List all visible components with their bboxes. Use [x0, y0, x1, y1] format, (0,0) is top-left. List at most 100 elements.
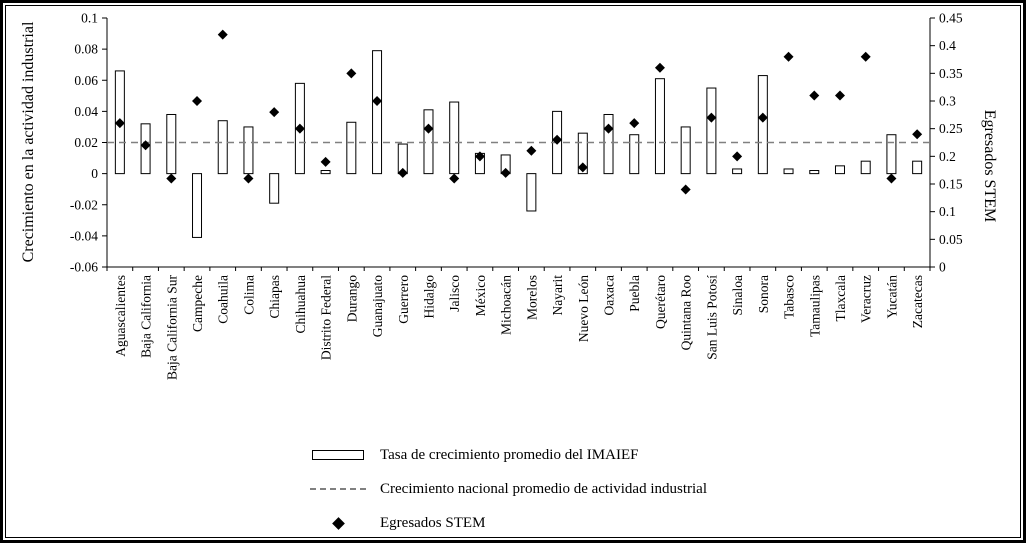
- stem-diamond-marker: [629, 118, 640, 129]
- stem-diamond-marker: [706, 112, 717, 123]
- imaief-bar: [834, 165, 845, 175]
- imaief-bar: [526, 173, 537, 212]
- stem-diamond-marker: [140, 140, 151, 151]
- category-label: Sonora: [756, 275, 771, 313]
- category-label: Querétaro: [653, 275, 668, 329]
- bar-series-swatch: [310, 450, 366, 460]
- imaief-bar: [732, 168, 743, 175]
- stem-diamond-marker: [294, 123, 305, 134]
- stem-diamond-marker: [680, 184, 691, 195]
- stem-diamond-marker: [603, 123, 614, 134]
- category-label: Chihuahua: [293, 275, 308, 334]
- right-tick-label: 0.4: [939, 38, 956, 53]
- imaief-bar: [243, 126, 254, 175]
- legend-label-diamond: Egresados STEM: [380, 514, 486, 531]
- diamond-icon: [331, 516, 345, 530]
- right-tick-label: 0.45: [939, 11, 963, 26]
- stem-diamond-marker: [269, 107, 280, 118]
- category-label: Veracruz: [859, 275, 874, 323]
- category-label: Quintana Roo: [679, 275, 694, 351]
- imaief-bar: [217, 120, 228, 175]
- category-label: Durango: [344, 275, 359, 322]
- left-tick-label: -0.06: [70, 260, 98, 275]
- right-tick-label: 0.35: [939, 66, 963, 81]
- stem-diamond-marker: [423, 123, 434, 134]
- category-label: Guerrero: [396, 275, 411, 324]
- category-label: Nuevo León: [576, 275, 591, 342]
- legend-item-diamond: Egresados STEM: [310, 512, 707, 534]
- category-label: Tabasco: [782, 275, 797, 319]
- legend-item-line: Crecimiento nacional promedio de activid…: [310, 478, 707, 500]
- right-tick-label: 0.05: [939, 232, 963, 247]
- left-axis-title: Crecimiento en la actividad industrial: [20, 21, 37, 263]
- category-label: Aguascalientes: [113, 275, 128, 357]
- left-tick-label: -0.02: [70, 197, 98, 212]
- stem-diamond-marker: [372, 96, 383, 106]
- left-tick-label: 0: [91, 166, 98, 181]
- left-tick-label: 0.06: [74, 73, 98, 88]
- category-label: Guanajuato: [370, 275, 385, 337]
- left-tick-label: -0.04: [70, 228, 98, 243]
- imaief-bar: [320, 170, 331, 175]
- chart-legend: Tasa de crecimiento promedio del IMAIEF …: [310, 444, 707, 537]
- stem-diamond-marker: [552, 134, 563, 145]
- imaief-bar: [166, 113, 177, 175]
- left-tick-label: 0.02: [74, 135, 98, 150]
- stem-diamond-marker: [114, 118, 125, 129]
- stem-diamond-marker: [217, 29, 228, 40]
- right-tick-label: 0: [939, 260, 946, 275]
- category-label: Sinaloa: [730, 275, 745, 316]
- diamond-marker-swatch: [310, 516, 366, 530]
- category-label: Tamaulipas: [807, 275, 822, 337]
- stem-diamond-marker: [834, 90, 845, 101]
- stem-diamond-marker: [783, 51, 794, 62]
- right-tick-label: 0.2: [939, 149, 956, 164]
- imaief-bar: [269, 173, 280, 204]
- imaief-bar: [757, 75, 768, 175]
- category-label: Michoacán: [499, 275, 514, 335]
- imaief-bar: [654, 78, 665, 175]
- category-label: Oaxaca: [602, 275, 617, 315]
- category-label: Yucatán: [884, 275, 899, 319]
- imaief-bar: [860, 160, 871, 175]
- stem-diamond-marker: [192, 96, 203, 106]
- right-tick-label: 0.3: [939, 94, 956, 109]
- left-tick-label: 0.08: [74, 42, 98, 57]
- stem-diamond-marker: [449, 173, 460, 184]
- imaief-bar: [706, 87, 717, 175]
- stem-diamond-marker: [912, 129, 923, 140]
- stem-diamond-marker: [526, 145, 537, 156]
- left-tick-label: 0.04: [74, 104, 98, 119]
- category-label: Hidalgo: [421, 275, 436, 319]
- category-label: Baja California Sur: [164, 275, 179, 380]
- category-label: Distrito Federal: [319, 275, 334, 360]
- stem-diamond-marker: [732, 151, 743, 162]
- right-tick-label: 0.1: [939, 204, 956, 219]
- imaief-bar: [192, 173, 203, 238]
- stem-diamond-marker: [886, 173, 897, 184]
- imaief-bar: [577, 132, 588, 175]
- imaief-bar: [629, 134, 640, 175]
- stem-diamond-marker: [860, 51, 871, 62]
- stem-diamond-marker: [809, 90, 820, 101]
- stem-diamond-marker: [757, 112, 768, 123]
- category-label: Chiapas: [267, 275, 282, 319]
- category-label: Morelos: [524, 275, 539, 320]
- stem-diamond-marker: [320, 156, 331, 167]
- category-label: Puebla: [627, 275, 642, 312]
- category-label: Coahuila: [216, 275, 231, 324]
- category-label: Zacatecas: [910, 275, 925, 328]
- imaief-bar: [809, 170, 820, 175]
- stem-diamond-marker: [474, 151, 485, 162]
- stem-diamond-marker: [346, 68, 357, 79]
- imaief-bar: [346, 121, 357, 175]
- dashed-line-icon: [310, 488, 366, 490]
- category-label: Campeche: [190, 275, 205, 332]
- right-axis-title: Egresados STEM: [981, 109, 998, 223]
- imaief-bar: [449, 101, 460, 175]
- imaief-bar: [603, 113, 614, 175]
- category-label: México: [473, 275, 488, 316]
- category-label: Colima: [241, 275, 256, 315]
- dual-axis-chart: 0.1 0.08 0.06 0.04 0.02 0 -0.02 -0.04 -0.06 0.45 0…: [70, 11, 963, 380]
